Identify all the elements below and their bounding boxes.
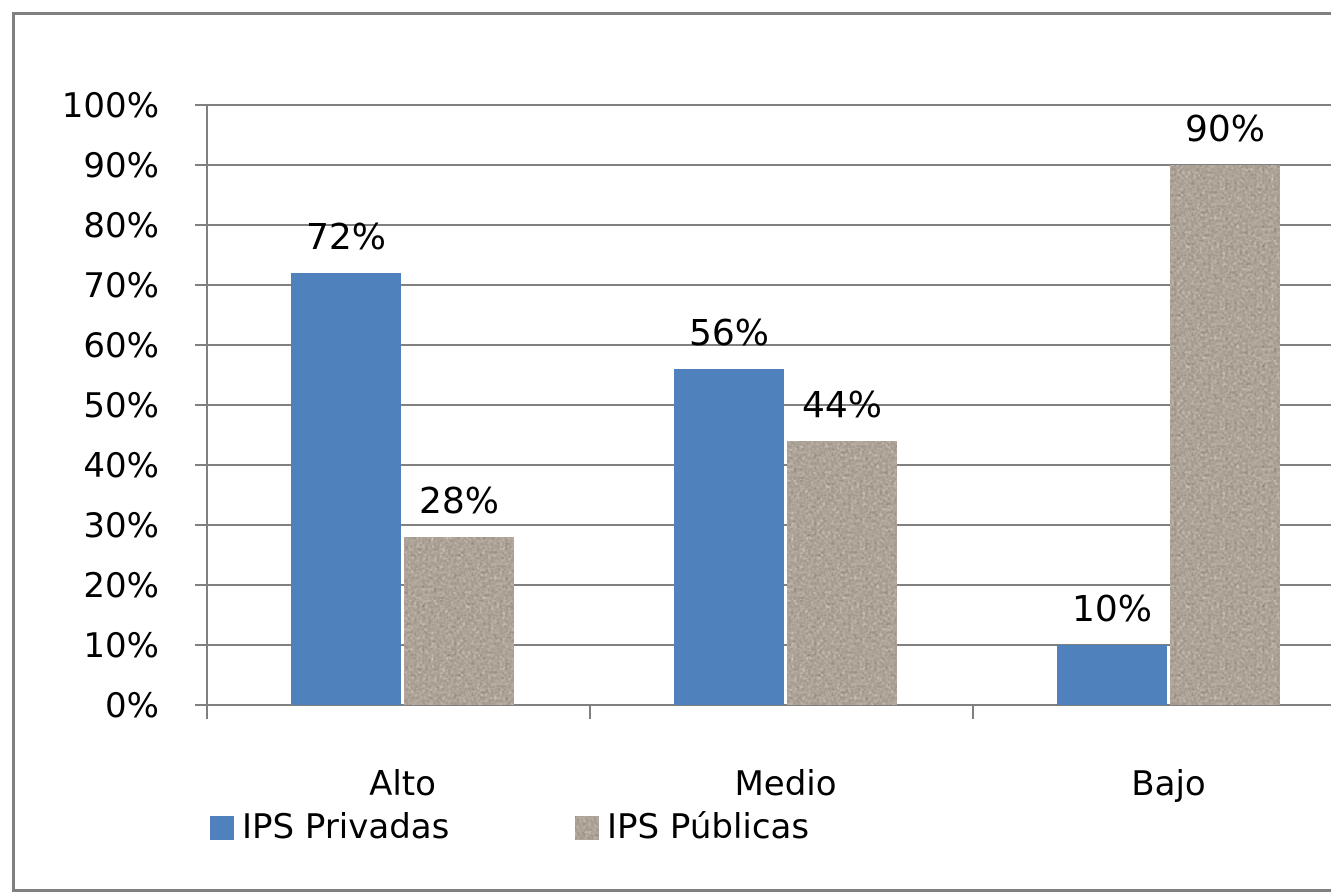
data-label: 56%: [689, 313, 769, 354]
data-label: 44%: [802, 385, 882, 426]
bars: [291, 165, 1280, 705]
legend: IPS Privadas IPS Públicas: [210, 807, 809, 847]
legend-label: IPS Públicas: [607, 807, 809, 847]
y-tick-label: 90%: [83, 146, 159, 186]
bar: [1057, 645, 1167, 705]
y-axis: 0% 10% 20% 30% 40% 50% 60% 70% 80% 90% 100%: [62, 86, 208, 726]
y-tick-label: 10%: [83, 626, 159, 666]
legend-label: IPS Privadas: [242, 807, 449, 847]
y-tick-label: 0%: [105, 686, 159, 726]
y-tick-label: 40%: [83, 446, 159, 486]
legend-swatch: [575, 816, 599, 840]
x-axis: Alto Medio Bajo: [206, 704, 1331, 804]
y-tick-label: 50%: [83, 386, 159, 426]
x-category-label: Medio: [734, 764, 836, 804]
x-category-label: Alto: [369, 764, 436, 804]
bar: [1170, 165, 1280, 705]
y-tick-label: 20%: [83, 566, 159, 606]
y-tick-label: 70%: [83, 266, 159, 306]
y-tick-label: 80%: [83, 206, 159, 246]
chart-frame: [12, 12, 1331, 892]
data-labels: 72% 28% 56% 44% 10% 90%: [306, 109, 1265, 630]
data-label: 90%: [1185, 109, 1265, 150]
y-tick-label: 100%: [62, 86, 159, 126]
y-tick-label: 30%: [83, 506, 159, 546]
legend-swatch: [210, 816, 234, 840]
bar: [404, 537, 514, 705]
bar: [787, 441, 897, 705]
x-category-label: Bajo: [1131, 764, 1205, 804]
data-label: 72%: [306, 217, 386, 258]
bar: [291, 273, 401, 705]
bar: [674, 369, 784, 705]
data-label: 10%: [1072, 589, 1152, 630]
data-label: 28%: [419, 481, 499, 522]
y-tick-label: 60%: [83, 326, 159, 366]
